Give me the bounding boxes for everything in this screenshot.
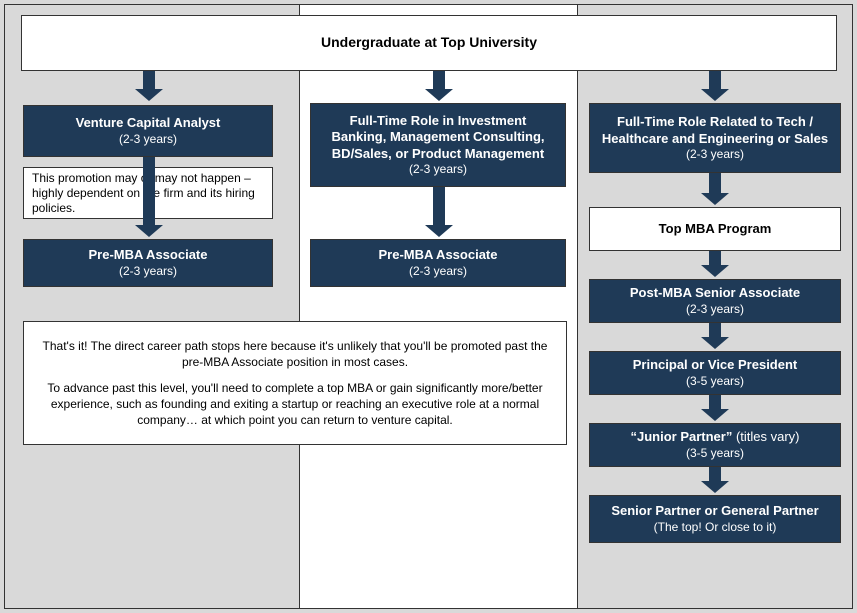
col3-principal-vp: Principal or Vice President (3-5 years) (589, 351, 841, 395)
col3-post-mba-senior-associate: Post-MBA Senior Associate (2-3 years) (589, 279, 841, 323)
arrow-col3-e (701, 467, 729, 493)
col2-box1-title: Full-Time Role in Investment Banking, Ma… (321, 113, 555, 162)
arrow-header-col3 (701, 71, 729, 101)
col3-fulltime-role: Full-Time Role Related to Tech / Healthc… (589, 103, 841, 173)
bottom-note-p2: To advance past this level, you'll need … (38, 380, 552, 429)
header-label: Undergraduate at Top University (321, 34, 537, 52)
arrow-col1-a (135, 157, 163, 237)
col3-mba-program: Top MBA Program (589, 207, 841, 251)
col3-box4-sub: (3-5 years) (686, 374, 744, 389)
col3-box5-sub: (3-5 years) (686, 446, 744, 461)
col3-box5-title-a: “Junior Partner” (630, 429, 732, 444)
col1-pre-mba-associate: Pre-MBA Associate (2-3 years) (23, 239, 273, 287)
col3-senior-partner: Senior Partner or General Partner (The t… (589, 495, 841, 543)
col1-box2-sub: (2-3 years) (119, 264, 177, 279)
flowchart-page: Undergraduate at Top University Venture … (4, 4, 853, 609)
col3-box6-title: Senior Partner or General Partner (611, 503, 818, 519)
col3-box3-title: Post-MBA Senior Associate (630, 285, 800, 301)
bottom-note-p1: That's it! The direct career path stops … (38, 338, 552, 370)
col2-box1-sub: (2-3 years) (409, 162, 467, 177)
col3-box1-title: Full-Time Role Related to Tech / Healthc… (600, 114, 830, 147)
arrow-col3-b (701, 251, 729, 277)
col1-box1-sub: (2-3 years) (119, 132, 177, 147)
arrow-col3-d (701, 395, 729, 421)
col3-junior-partner: “Junior Partner” (titles vary) (3-5 year… (589, 423, 841, 467)
col3-box5-title-b: (titles vary) (732, 429, 799, 444)
col3-mba-label: Top MBA Program (659, 221, 772, 237)
arrow-col3-a (701, 173, 729, 205)
column-separator-2 (577, 5, 578, 608)
col1-box2-title: Pre-MBA Associate (89, 247, 208, 263)
col1-box1-title: Venture Capital Analyst (76, 115, 221, 131)
col1-vc-analyst: Venture Capital Analyst (2-3 years) (23, 105, 273, 157)
arrow-header-col1 (135, 71, 163, 101)
col3-box6-sub: (The top! Or close to it) (654, 520, 777, 535)
col3-box4-title: Principal or Vice President (633, 357, 798, 373)
col3-box3-sub: (2-3 years) (686, 302, 744, 317)
bottom-explanation-note: That's it! The direct career path stops … (23, 321, 567, 445)
col2-box2-sub: (2-3 years) (409, 264, 467, 279)
header-undergrad: Undergraduate at Top University (21, 15, 837, 71)
arrow-col2-a (425, 187, 453, 237)
col3-box1-sub: (2-3 years) (686, 147, 744, 162)
arrow-header-col2 (425, 71, 453, 101)
col2-pre-mba-associate: Pre-MBA Associate (2-3 years) (310, 239, 566, 287)
column-separator-1 (299, 5, 300, 608)
col2-box2-title: Pre-MBA Associate (379, 247, 498, 263)
arrow-col3-c (701, 323, 729, 349)
col2-fulltime-role: Full-Time Role in Investment Banking, Ma… (310, 103, 566, 187)
